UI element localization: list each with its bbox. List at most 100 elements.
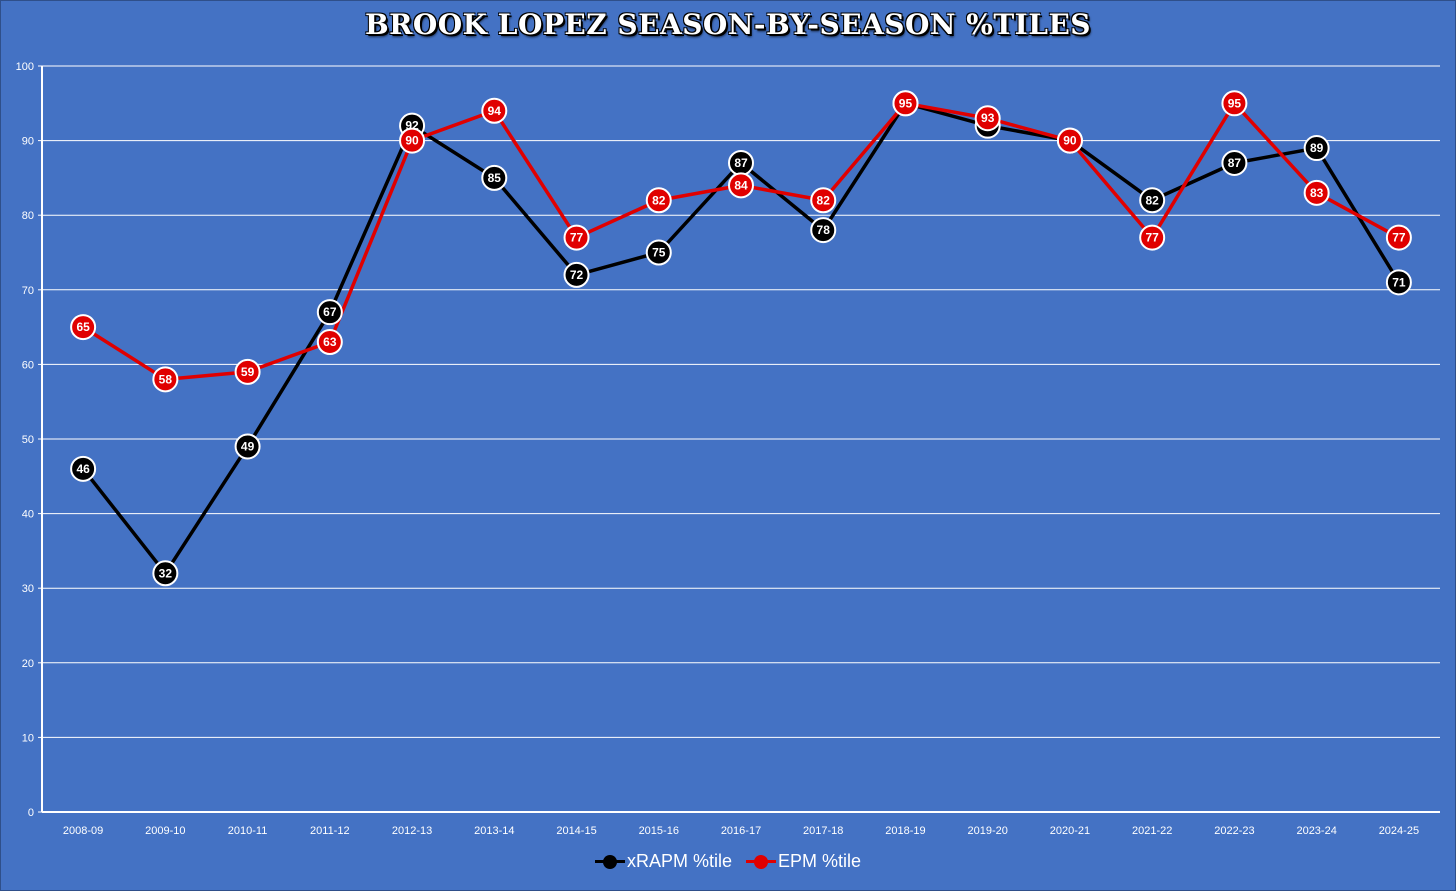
x-tick-labels: 2008-09 2009-10 2010-11 2011-12 2012-13 2013-… (63, 825, 1419, 837)
x-tick-label: 2009-10 (145, 825, 185, 837)
data-label-xrapm: 71 (1392, 275, 1406, 289)
x-tick-label: 2014-15 (556, 825, 596, 837)
data-point-epm (974, 105, 1001, 132)
legend: xRAPM %tile EPM %tile (0, 851, 1456, 872)
data-label-epm: 58 (159, 372, 173, 386)
data-point-xrapm (645, 239, 672, 266)
data-label-epm: 77 (1392, 231, 1406, 245)
data-label-xrapm: 89 (1310, 141, 1324, 155)
data-point-epm (728, 172, 754, 199)
chart-title: BROOK LOPEZ SEASON-BY-SEASON %TILES (364, 8, 1092, 41)
series-lines: 4632496792857275877895929082878971655859… (70, 90, 1412, 587)
data-point-xrapm (234, 433, 261, 460)
axes (38, 65, 1440, 813)
y-tick-label: 0 (28, 807, 34, 819)
x-tick-label: 2010-11 (228, 825, 268, 837)
data-point-epm (316, 329, 343, 356)
data-label-xrapm: 67 (323, 305, 337, 319)
y-tick-label: 60 (22, 359, 34, 371)
x-tick-label: 2017-18 (803, 825, 843, 837)
y-tick-label: 30 (22, 583, 34, 595)
legend-swatch-xrapm (594, 854, 625, 870)
x-tick-label: 2016-17 (721, 825, 761, 837)
data-point-epm (1139, 224, 1166, 251)
data-point-epm (234, 358, 261, 385)
data-point-epm (152, 366, 179, 393)
data-point-xrapm (810, 217, 837, 244)
data-point-epm (1221, 90, 1248, 117)
data-label-epm: 82 (817, 193, 831, 207)
data-label-epm: 90 (1063, 134, 1077, 148)
y-tick-label: 80 (22, 210, 34, 222)
data-label-epm: 63 (323, 335, 337, 349)
data-point-xrapm (1385, 269, 1412, 296)
data-label-epm: 77 (570, 231, 584, 245)
data-label-epm: 93 (981, 111, 995, 125)
series-points-xrapm: 4632496792857275877895929082878971 (70, 90, 1412, 587)
data-label-epm: 59 (241, 365, 255, 379)
data-point-xrapm (70, 455, 97, 482)
x-tick-label: 2024-25 (1379, 825, 1419, 837)
y-tick-label: 20 (22, 658, 34, 670)
legend-label-epm: EPM %tile (778, 851, 862, 871)
data-label-xrapm: 78 (817, 223, 831, 237)
gridlines (42, 65, 1440, 738)
legend-item-xrapm: xRAPM %tile (594, 851, 732, 872)
data-point-epm (1303, 179, 1330, 206)
data-label-epm: 90 (405, 134, 419, 148)
x-tick-label: 2013-14 (474, 825, 514, 837)
data-label-xrapm: 87 (1228, 156, 1242, 170)
y-tick-label: 50 (22, 434, 34, 446)
x-tick-label: 2020-21 (1050, 825, 1090, 837)
x-tick-label: 2012-13 (392, 825, 432, 837)
data-point-epm (399, 127, 426, 154)
data-point-xrapm (563, 261, 590, 288)
x-tick-label: 2021-22 (1132, 825, 1172, 837)
data-label-xrapm: 32 (159, 566, 173, 580)
y-tick-label: 10 (22, 732, 34, 744)
y-tick-label: 40 (22, 509, 34, 521)
data-point-epm (892, 90, 919, 117)
x-tick-label: 2011-12 (310, 825, 350, 837)
data-point-xrapm (1139, 187, 1166, 214)
x-tick-label: 2015-16 (639, 825, 679, 837)
data-label-xrapm: 49 (241, 439, 255, 453)
x-tick-label: 2019-20 (968, 825, 1008, 837)
legend-label-xrapm: xRAPM %tile (626, 851, 732, 871)
data-label-xrapm: 75 (652, 246, 666, 260)
data-point-epm (1385, 224, 1412, 251)
data-point-epm (481, 97, 508, 124)
x-tick-label: 2018-19 (885, 825, 925, 837)
data-point-xrapm (1303, 135, 1330, 162)
data-label-epm: 84 (734, 178, 748, 192)
data-label-epm: 83 (1310, 186, 1324, 200)
data-label-epm: 95 (899, 96, 913, 110)
y-tick-label: 100 (16, 61, 34, 73)
data-point-epm (1056, 127, 1083, 154)
x-tick-label: 2022-23 (1214, 825, 1254, 837)
data-label-xrapm: 82 (1145, 193, 1159, 207)
data-label-xrapm: 72 (570, 268, 584, 282)
data-point-epm (645, 187, 672, 214)
data-label-xrapm: 85 (488, 171, 502, 185)
series-points-epm: 65 58 59 63 90 94 77 82 84 82 95 93 90 77 95 83 77 (70, 90, 1412, 393)
y-tick-label: 90 (22, 136, 34, 148)
legend-item-epm: EPM %tile (746, 851, 861, 872)
data-label-xrapm: 87 (734, 156, 748, 170)
y-tick-labels: 0 10 20 30 40 50 60 70 80 90 100 (16, 61, 34, 819)
data-point-epm (563, 224, 590, 251)
data-point-epm (70, 314, 97, 341)
data-point-xrapm (1221, 149, 1248, 176)
legend-swatch-epm (746, 854, 776, 870)
data-label-xrapm: 46 (76, 462, 90, 476)
x-tick-label: 2023-24 (1296, 825, 1336, 837)
data-label-epm: 95 (1228, 96, 1242, 110)
data-label-epm: 94 (488, 104, 502, 118)
data-label-epm: 77 (1145, 231, 1159, 245)
x-tick-label: 2008-09 (63, 825, 103, 837)
series-line-epm (82, 101, 1400, 382)
data-label-epm: 82 (652, 193, 666, 207)
data-label-epm: 65 (76, 320, 90, 334)
data-point-xrapm (316, 299, 343, 326)
